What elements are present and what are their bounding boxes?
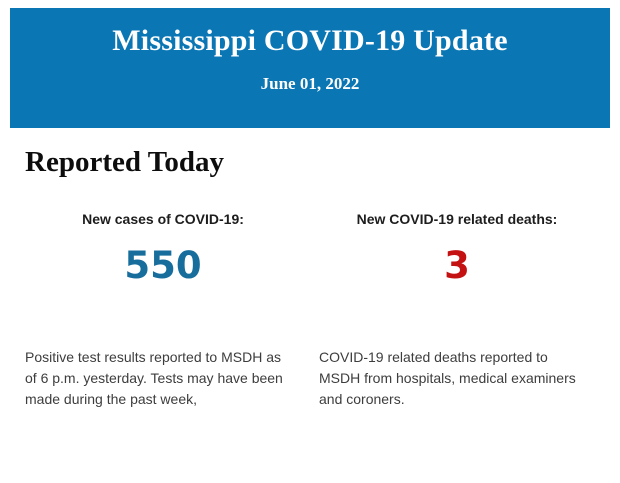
- description-line: MSDH from hospitals, medical examiners: [319, 370, 576, 386]
- stat-new-deaths: New COVID-19 related deaths: 3 COVID-19 …: [319, 211, 595, 410]
- new-cases-value: 550: [124, 244, 202, 287]
- description-line: and coroners.: [319, 391, 405, 407]
- description-line: of 6 p.m. yesterday. Tests may have been: [25, 370, 283, 386]
- new-deaths-value: 3: [444, 244, 470, 287]
- section-title: Reported Today: [25, 146, 225, 178]
- description-line: COVID-19 related deaths reported to: [319, 349, 548, 365]
- new-cases-description: Positive test results reported to MSDH a…: [25, 347, 301, 410]
- new-deaths-label: New COVID-19 related deaths:: [356, 211, 558, 227]
- new-deaths-description: COVID-19 related deaths reported to MSDH…: [319, 347, 595, 410]
- description-line: Positive test results reported to MSDH a…: [25, 349, 281, 365]
- report-body: Reported Today New cases of COVID-19: 55…: [0, 146, 620, 410]
- new-cases-label: New cases of COVID-19:: [82, 211, 244, 227]
- stats-grid: New cases of COVID-19: 550 Positive test…: [25, 211, 595, 410]
- page-title: Mississippi COVID-19 Update: [112, 24, 508, 57]
- stat-new-cases: New cases of COVID-19: 550 Positive test…: [25, 211, 301, 410]
- header-date: June 01, 2022: [260, 74, 360, 93]
- description-line: made during the past week,: [25, 391, 197, 407]
- header-banner: Mississippi COVID-19 Update June 01, 202…: [10, 8, 610, 128]
